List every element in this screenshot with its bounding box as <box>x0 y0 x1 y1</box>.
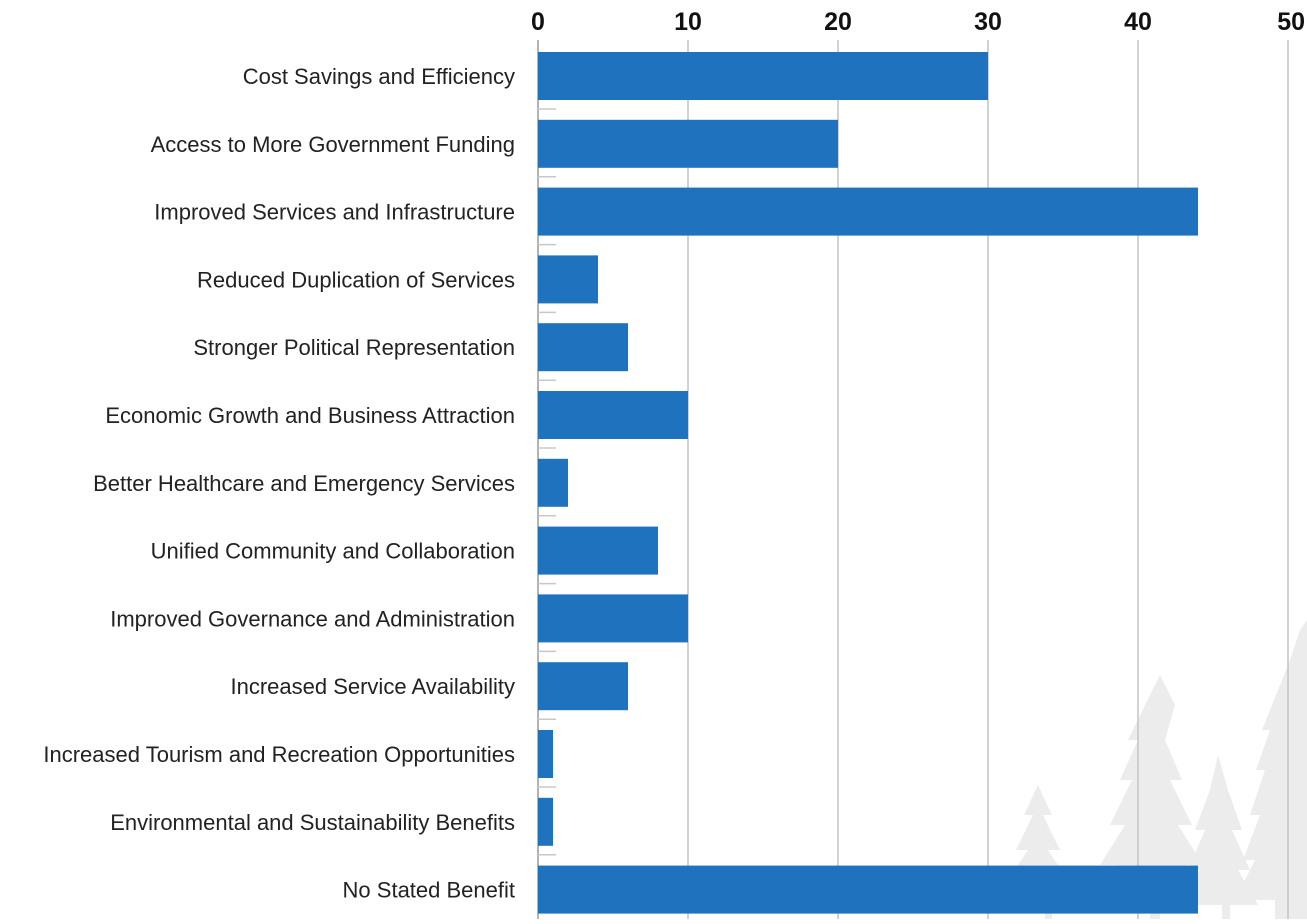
category-label: Increased Service Availability <box>230 674 515 699</box>
category-label: Better Healthcare and Emergency Services <box>93 471 515 496</box>
x-tick-label: 20 <box>824 8 852 36</box>
bar <box>538 594 688 643</box>
bar <box>538 458 568 507</box>
x-tick-label: 0 <box>531 8 545 36</box>
category-labels: Cost Savings and Efficiency Access to Mor… <box>43 64 515 903</box>
category-label: Increased Tourism and Recreation Opportu… <box>43 742 515 767</box>
bar <box>538 52 988 100</box>
x-tick-label: 50 <box>1277 8 1305 36</box>
bar <box>538 255 598 304</box>
bar <box>538 662 628 711</box>
category-label: Cost Savings and Efficiency <box>243 64 515 89</box>
tree-icon <box>1180 755 1258 919</box>
bar <box>538 730 553 778</box>
category-label: Reduced Duplication of Services <box>197 267 515 292</box>
bar <box>538 187 1198 236</box>
x-tick-label: 30 <box>974 8 1002 36</box>
category-label: Access to More Government Funding <box>151 132 515 157</box>
bars <box>538 52 1198 914</box>
bar <box>538 323 628 372</box>
x-tick-label: 10 <box>674 8 702 36</box>
bar <box>538 391 688 439</box>
x-tick-label: 40 <box>1124 8 1152 36</box>
tree-icon <box>1090 675 1213 919</box>
bar <box>538 526 658 575</box>
category-label: Unified Community and Collaboration <box>151 539 515 564</box>
bar <box>538 797 553 846</box>
gridlines <box>537 40 1289 924</box>
category-label: Improved Governance and Administration <box>110 606 515 631</box>
bar <box>538 119 838 168</box>
category-label: Improved Services and Infrastructure <box>154 200 515 225</box>
category-label: Economic Growth and Business Attraction <box>105 403 515 428</box>
category-label: No Stated Benefit <box>343 878 515 903</box>
category-label: Environmental and Sustainability Benefit… <box>110 810 515 835</box>
tree-icon <box>1235 620 1307 919</box>
category-label: Stronger Political Representation <box>193 335 515 360</box>
bar <box>538 865 1198 914</box>
x-axis-ticks: 0 10 20 30 40 50 <box>531 8 1305 36</box>
